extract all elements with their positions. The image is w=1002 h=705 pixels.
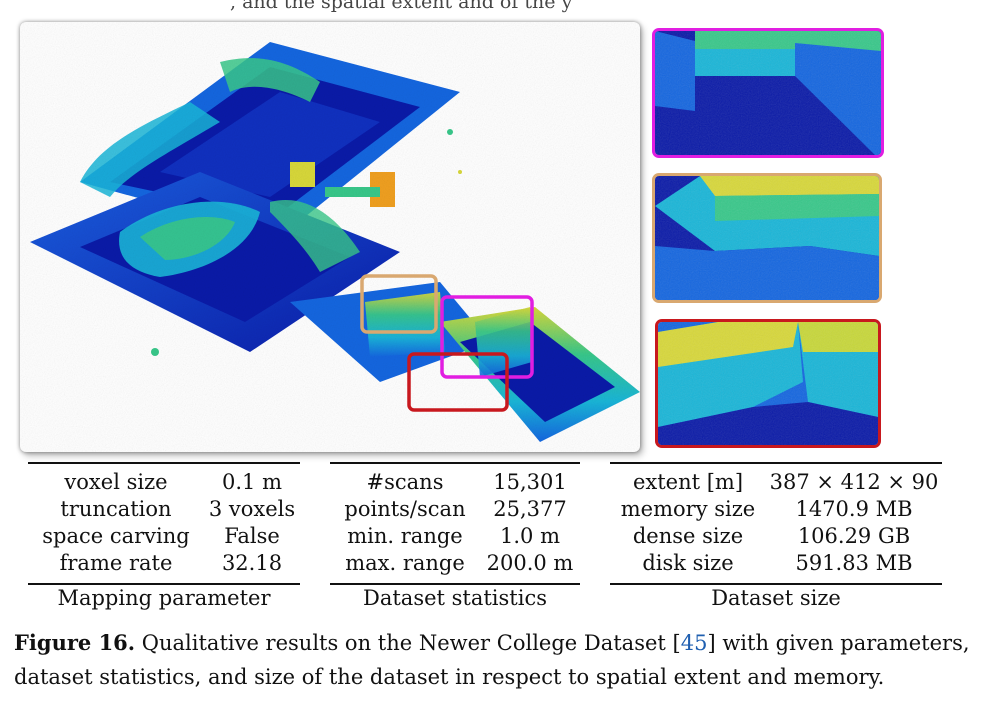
table-cell-label: memory size xyxy=(620,497,756,521)
table-cell-label: voxel size xyxy=(64,470,168,494)
table-bottom-rule xyxy=(610,583,942,585)
table-cell-value: 0.1 m xyxy=(222,470,282,494)
previous-text-fragment: , and the spatial extent and of the y xyxy=(230,0,573,13)
table-cell-value: 25,377 xyxy=(493,497,567,521)
point-cloud-overview xyxy=(20,22,640,452)
tan-highlight-box xyxy=(360,274,438,334)
magenta-highlight-box xyxy=(440,295,534,379)
table-cell-label: points/scan xyxy=(344,497,466,521)
table-caption: Dataset size xyxy=(711,586,841,610)
table-cell-value: 591.83 MB xyxy=(795,551,913,575)
table-caption: Mapping parameter xyxy=(57,586,271,610)
red-highlight-box xyxy=(407,352,509,412)
table-cell-label: #scans xyxy=(366,470,444,494)
figure-label: Figure 16. xyxy=(14,630,136,655)
table-top-rule xyxy=(28,462,300,464)
table-cell-value: 1.0 m xyxy=(500,524,560,548)
point-cloud-overview-graphic xyxy=(20,22,640,452)
table-caption: Dataset statistics xyxy=(363,586,547,610)
table-cell-label: frame rate xyxy=(59,551,173,575)
table-cell-value: 15,301 xyxy=(493,470,567,494)
figure-caption: Figure 16. Qualitative results on the Ne… xyxy=(14,626,994,694)
magenta-inset xyxy=(652,28,884,158)
red-inset xyxy=(655,319,881,448)
table-top-rule xyxy=(330,462,580,464)
citation-link[interactable]: 45 xyxy=(680,631,708,655)
table-cell-value: 387 × 412 × 90 xyxy=(769,470,939,494)
table-cell-value: 32.18 xyxy=(221,551,283,575)
table-bottom-rule xyxy=(330,583,580,585)
table-cell-label: truncation xyxy=(60,497,172,521)
table-cell-value: 200.0 m xyxy=(486,551,574,575)
table-cell-label: space carving xyxy=(42,524,190,548)
table-cell-label: min. range xyxy=(347,524,463,548)
table-cell-value: False xyxy=(224,524,280,548)
table-cell-label: extent [m] xyxy=(632,470,744,494)
table-cell-label: max. range xyxy=(345,551,465,575)
caption-text-before: Qualitative results on the Newer College… xyxy=(135,631,681,655)
tan-inset xyxy=(652,173,882,303)
table-top-rule xyxy=(610,462,942,464)
table-bottom-rule xyxy=(28,583,300,585)
table-cell-value: 1470.9 MB xyxy=(795,497,913,521)
caption-text-after: ] with given parameters, dataset statist… xyxy=(14,631,970,689)
table-cell-value: 106.29 GB xyxy=(797,524,911,548)
table-cell-value: 3 voxels xyxy=(208,497,296,521)
table-cell-label: dense size xyxy=(632,524,744,548)
table-cell-label: disk size xyxy=(642,551,734,575)
